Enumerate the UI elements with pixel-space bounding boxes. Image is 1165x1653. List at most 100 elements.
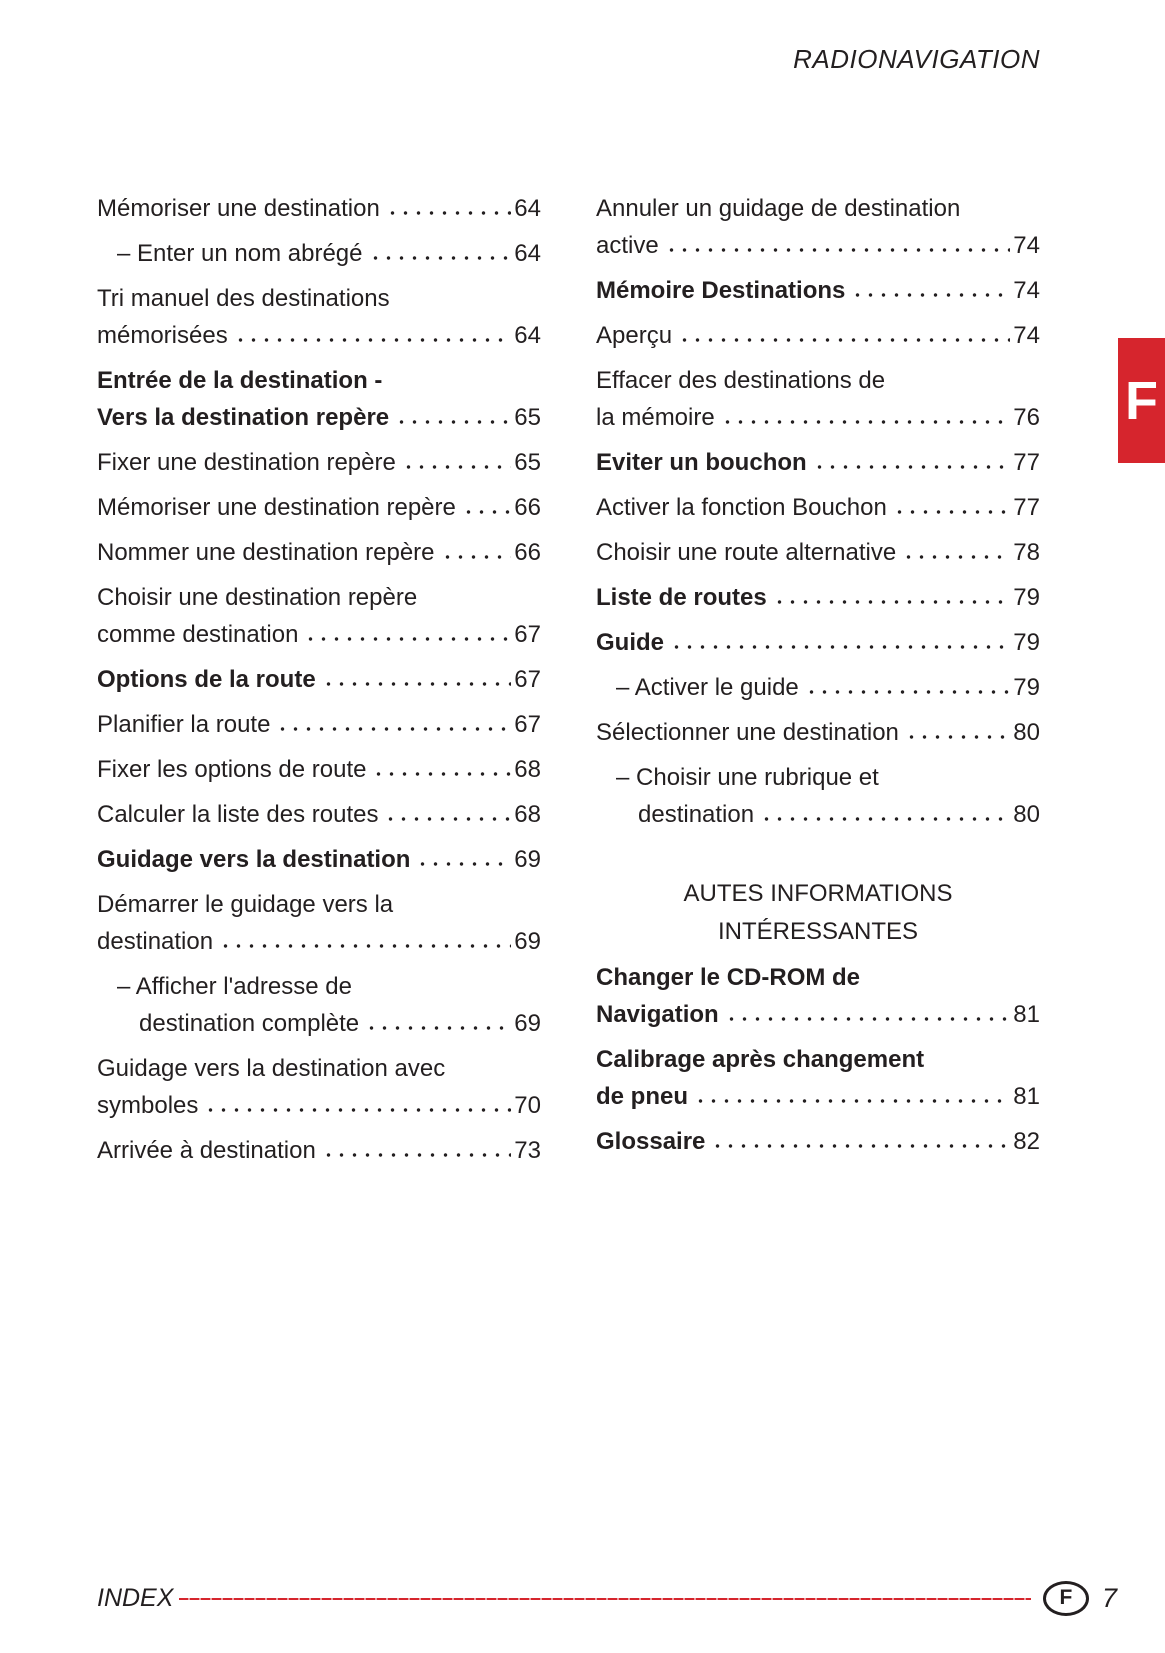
toc-entry: Planifier la route 67 <box>97 706 541 743</box>
toc-entry: Options de la route 67 <box>97 661 541 698</box>
toc-entry: Démarrer le guidage vers la destination 69 <box>97 886 541 960</box>
toc-entry: Guidage vers la destination 69 <box>97 841 541 878</box>
toc-entry-page: 74 <box>1013 277 1040 304</box>
toc-entry-label: – Enter un nom abrégé <box>117 240 363 267</box>
toc-entry: Mémoriser une destination 64 <box>97 190 541 227</box>
toc-entry-label: Vers la destination repère <box>97 404 390 431</box>
toc-entry-page: 80 <box>1013 719 1040 746</box>
toc-entry-page: 79 <box>1013 629 1040 656</box>
toc-entry-label: Changer le CD-ROM de <box>596 964 861 991</box>
dot-leader <box>201 1087 512 1124</box>
toc-entry: Liste de routes 79 <box>596 579 1040 616</box>
dot-leader <box>675 317 1011 354</box>
dot-leader <box>369 751 512 788</box>
dot-leader <box>230 317 512 354</box>
toc-left-column: Mémoriser une destination 64 – Enter un no… <box>97 190 541 1177</box>
dot-leader <box>398 444 512 481</box>
toc-entry-label: Planifier la route <box>97 711 271 738</box>
toc-entry: Fixer une destination repère 65 <box>97 444 541 481</box>
section-heading-line: INTÉRESSANTES <box>717 918 919 945</box>
toc-right-column: Annuler un guidage de destination active 7… <box>596 190 1040 1177</box>
toc-entry-page: 65 <box>514 449 541 476</box>
toc-entry: Effacer des destinations de la mémoire 76 <box>596 362 1040 436</box>
toc-entry-page: 66 <box>514 539 541 566</box>
dot-leader <box>216 923 512 960</box>
toc-entry-page: 64 <box>514 195 541 222</box>
dot-leader <box>381 796 512 833</box>
section-heading-line: AUTES INFORMATIONS <box>683 880 953 907</box>
dot-leader <box>901 714 1011 751</box>
toc-entry-page: 81 <box>1013 1083 1040 1110</box>
toc-entry-label: la mémoire <box>596 404 715 431</box>
dot-leader <box>392 399 512 436</box>
toc-entry-page: 69 <box>514 846 541 873</box>
toc-entry: Fixer les options de route 68 <box>97 751 541 788</box>
toc-entry-page: 69 <box>514 1010 541 1037</box>
toc-entry-label: Démarrer le guidage vers la <box>97 891 394 918</box>
toc-entry-label: Calculer la liste des routes <box>97 801 379 828</box>
toc-entry-page: 67 <box>514 711 541 738</box>
dot-leader <box>691 1078 1011 1115</box>
toc-entry-page: 76 <box>1013 404 1040 431</box>
dot-leader <box>413 841 512 878</box>
section-tab-label: F <box>1125 370 1158 431</box>
toc-entry: Mémoire Destinations 74 <box>596 272 1040 309</box>
dot-leader <box>661 227 1011 264</box>
toc-entry: Entrée de la destination - Vers la destin… <box>97 362 541 436</box>
dot-leader <box>757 796 1011 833</box>
table-of-contents: Mémoriser une destination 64 – Enter un no… <box>97 190 1040 1177</box>
toc-entry-label: Navigation <box>596 1001 719 1028</box>
toc-entry-label: Aperçu <box>596 322 673 349</box>
toc-entry: Eviter un bouchon 77 <box>596 444 1040 481</box>
dot-leader <box>667 624 1011 661</box>
toc-entry-label: Guidage vers la destination avec <box>97 1055 446 1082</box>
toc-entry-page: 67 <box>514 621 541 648</box>
toc-entry-page: 67 <box>514 666 541 693</box>
toc-entry-label: Effacer des destinations de <box>596 367 886 394</box>
toc-entry-page: 74 <box>1013 232 1040 259</box>
toc-entry-page: 78 <box>1013 539 1040 566</box>
dot-leader <box>899 534 1011 571</box>
footer-index-label: INDEX <box>97 1583 174 1612</box>
toc-entry-label: destination complète <box>139 1010 360 1037</box>
toc-entry-label: Fixer les options de route <box>97 756 367 783</box>
toc-entry: – Afficher l'adresse de destination compl… <box>97 968 541 1042</box>
toc-entry-label: Sélectionner une destination <box>596 719 899 746</box>
toc-entry-label: Activer la fonction Bouchon <box>596 494 887 521</box>
toc-entry-label: Mémoire Destinations <box>596 277 846 304</box>
dot-leader <box>362 1005 512 1042</box>
page-header-title: RADIONAVIGATION <box>793 44 1040 74</box>
toc-entry: Nommer une destination repère 66 <box>97 534 541 571</box>
dot-leader <box>365 235 512 272</box>
toc-entry-page: 68 <box>514 801 541 828</box>
toc-entry: Guidage vers la destination avec symboles… <box>97 1050 541 1124</box>
toc-entry-page: 79 <box>1013 674 1040 701</box>
toc-entry-label: comme destination <box>97 621 299 648</box>
toc-entry: – Choisir une rubrique et destination 80 <box>596 759 1040 833</box>
toc-entry-label: de pneu <box>596 1083 689 1110</box>
toc-entry-label: Calibrage après changement <box>596 1046 925 1073</box>
toc-entry: Activer la fonction Bouchon 77 <box>596 489 1040 526</box>
toc-entry-label: Mémoriser une destination repère <box>97 494 456 521</box>
toc-entry-page: 73 <box>514 1137 541 1164</box>
dot-leader <box>458 489 512 526</box>
toc-entry-label: Nommer une destination repère <box>97 539 435 566</box>
toc-entry-label: Annuler un guidage de destination <box>596 195 961 222</box>
page-footer: INDEX F 7 <box>97 1576 1117 1620</box>
toc-entry-label: – Activer le guide <box>616 674 799 701</box>
footer-page-number: 7 <box>1101 1582 1117 1613</box>
toc-entry-page: 77 <box>1013 494 1040 521</box>
country-badge-letter: F <box>1059 1586 1073 1609</box>
toc-entry-page: 68 <box>514 756 541 783</box>
toc-entry-label: – Afficher l'adresse de <box>117 973 352 1000</box>
toc-entry-label: destination <box>97 928 214 955</box>
toc-entry-label: Arrivée à destination <box>97 1137 316 1164</box>
toc-entry-label: Eviter un bouchon <box>596 449 807 476</box>
toc-entry: Guide 79 <box>596 624 1040 661</box>
toc-entry: Sélectionner une destination 80 <box>596 714 1040 751</box>
dot-leader <box>717 399 1011 436</box>
toc-entry-label: Guide <box>596 629 665 656</box>
toc-entry-page: 64 <box>514 322 541 349</box>
toc-entry-page: 80 <box>1013 801 1040 828</box>
